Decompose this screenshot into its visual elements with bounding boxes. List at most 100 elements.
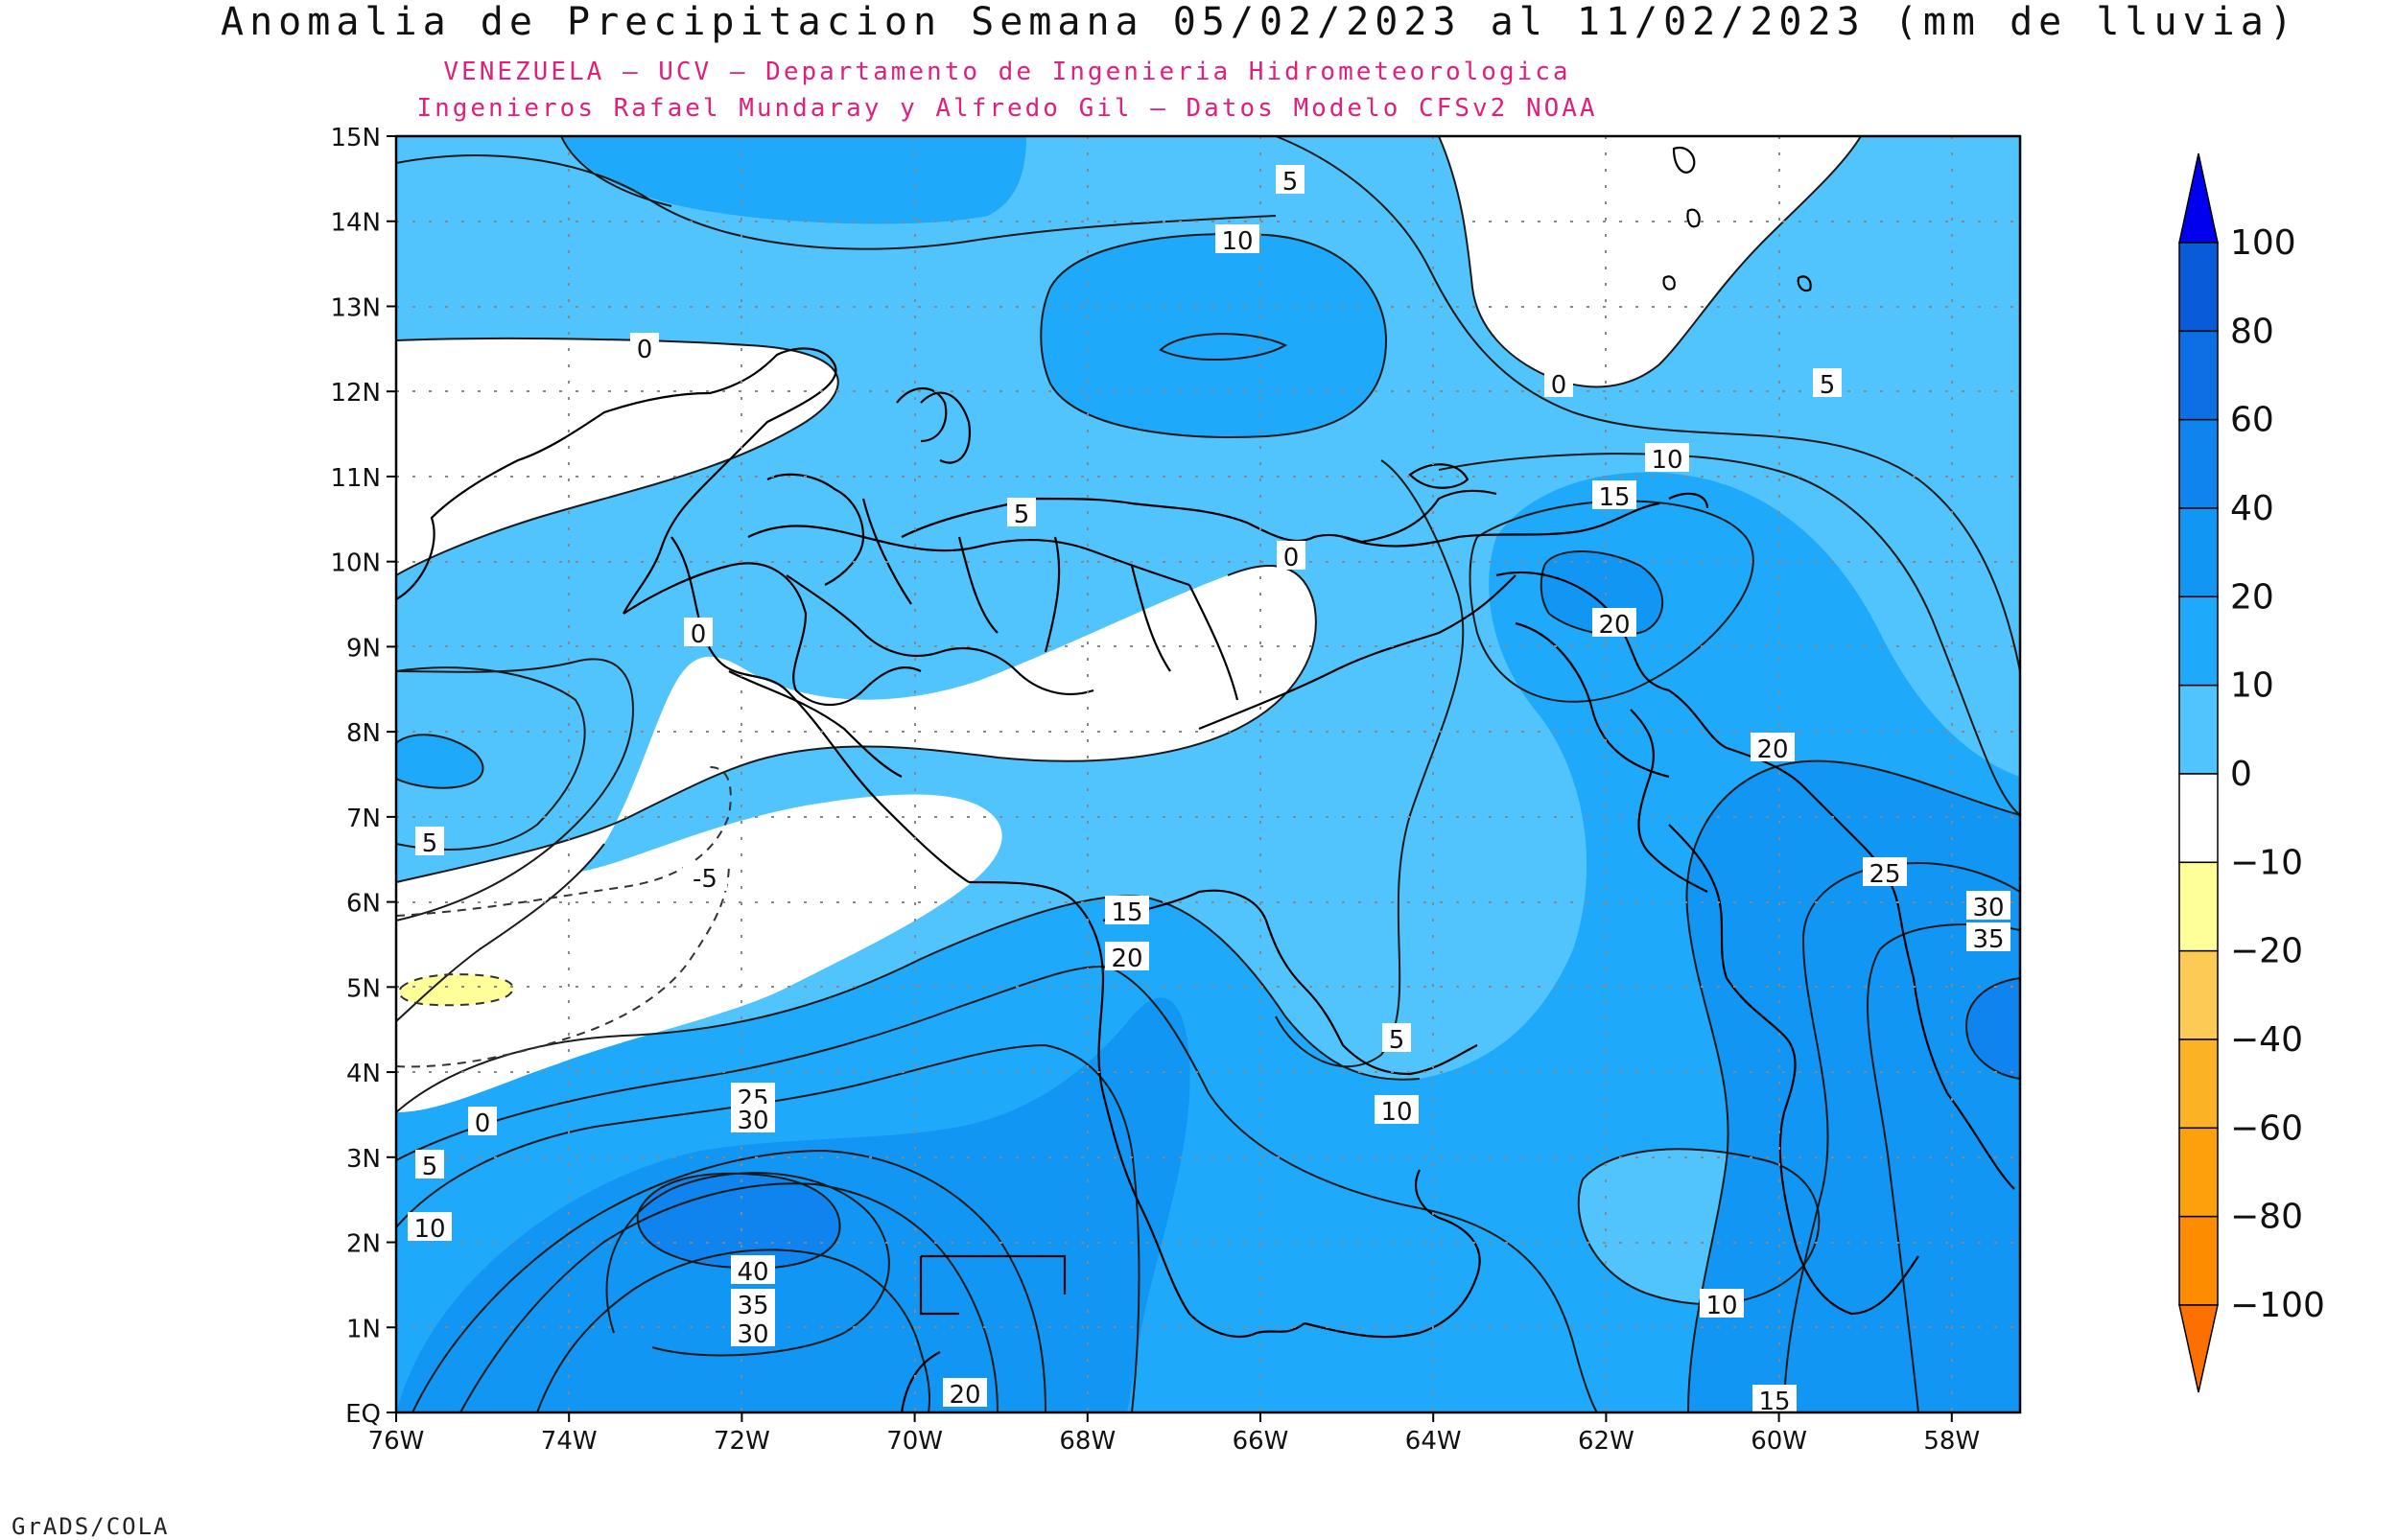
coastline	[766, 473, 865, 586]
field-40-60-east	[1966, 978, 2020, 1079]
contour-label: 35	[1972, 925, 2004, 954]
lat-tick-label: 14N	[330, 209, 381, 238]
contour-label: 20	[1598, 611, 1630, 640]
state-border	[786, 574, 1094, 695]
contour-label: 0	[637, 336, 653, 364]
contour-label: 5	[1014, 501, 1030, 529]
legend-level-label: 80	[2230, 312, 2274, 351]
border	[900, 1351, 941, 1412]
contour-line	[636, 1172, 841, 1270]
legend-arrow-top	[2178, 152, 2219, 244]
contour-label: 5	[1389, 1026, 1405, 1055]
contour-label-bg	[1276, 165, 1305, 194]
contour-label: 25	[1869, 860, 1900, 889]
contour-line	[1540, 550, 1664, 637]
contour-line	[1275, 459, 1465, 1068]
contour-label: 30	[1972, 894, 2004, 922]
lat-tick-label: 12N	[330, 379, 381, 408]
island-coast	[1686, 208, 1701, 228]
border	[1304, 1169, 1481, 1339]
legend-color-box	[2178, 861, 2219, 952]
coastline	[396, 347, 837, 615]
lon-tick-label: 58W	[1923, 1427, 1980, 1456]
legend-level-label: 60	[2230, 401, 2274, 440]
field-10-20-west	[396, 735, 483, 788]
coastline	[1912, 977, 2015, 1190]
contour-label: 20	[949, 1381, 980, 1410]
island-coast	[1672, 146, 1696, 174]
contour-line	[1438, 136, 1862, 388]
state-border	[861, 498, 1061, 653]
field-neg10-0-west	[396, 566, 1316, 1021]
contour-label: 20	[1111, 945, 1142, 973]
lat-tick-label: 15N	[330, 124, 381, 152]
border	[919, 1254, 1067, 1316]
contour-label-bg	[1645, 443, 1689, 472]
contour-line	[411, 1149, 1046, 1412]
legend-color-box	[2178, 507, 2219, 598]
border	[968, 880, 1305, 1338]
coastline	[1342, 502, 1660, 548]
contour-label-bg	[1966, 891, 2010, 920]
contour-line	[396, 154, 1277, 250]
lat-tick-label: 11N	[330, 464, 381, 493]
legend-color-box	[2178, 330, 2219, 421]
contour-label-bg	[1215, 224, 1259, 253]
legend-color-box	[2178, 949, 2219, 1040]
map-subtitle-authors: Ingenieros Rafael Mundaray y Alfredo Gil…	[416, 94, 1598, 123]
contour-label-bg	[1105, 896, 1149, 924]
contour-label: 0	[1283, 544, 1300, 572]
legend-color-box	[2178, 1038, 2219, 1130]
field-neg10-0-lesser-antilles	[1439, 136, 1861, 387]
contour-label-bg	[1277, 541, 1305, 570]
lat-tick-label: 2N	[346, 1230, 381, 1259]
legend-level-label: 20	[2230, 577, 2274, 617]
contour-label-bg	[1592, 608, 1636, 637]
contour-line	[396, 658, 635, 922]
contour-label-bg	[1752, 1385, 1797, 1413]
contour-label: 35	[737, 1292, 768, 1320]
field-10-20-northwest	[561, 136, 1026, 224]
contour-line	[396, 734, 484, 789]
contour-label: -5	[693, 865, 717, 894]
contour-label-bg	[1813, 368, 1842, 397]
field-neg10-0-guajira	[396, 338, 838, 575]
legend-level-label: 10	[2230, 666, 2274, 706]
lat-tick-label: 13N	[330, 293, 381, 322]
contour-label-bg	[415, 1150, 444, 1178]
lon-tick-label: 64W	[1405, 1427, 1462, 1456]
contour-label: 5	[1820, 371, 1836, 400]
state-border	[747, 525, 1190, 587]
contour-label: 10	[1380, 1098, 1412, 1127]
lat-tick-label: 4N	[346, 1060, 381, 1088]
lat-tick-label: 3N	[346, 1145, 381, 1174]
contour-line	[396, 565, 1317, 883]
contour-label-bg	[1700, 1289, 1744, 1318]
lat-tick-label: 5N	[346, 974, 381, 1003]
contour-line-negative	[398, 973, 514, 1007]
coastline	[1515, 621, 1670, 779]
contour-label: 15	[1111, 898, 1142, 927]
legend-color-box	[2178, 242, 2219, 333]
island-coast	[1662, 275, 1676, 291]
contour-label-bg	[731, 1104, 775, 1132]
contour-label: 0	[691, 620, 707, 649]
lon-tick-label: 66W	[1233, 1427, 1289, 1456]
contour-line	[1867, 923, 2020, 1412]
coastline	[623, 562, 922, 707]
lat-tick-label: EQ	[345, 1400, 381, 1429]
lat-tick-label: 10N	[330, 549, 381, 578]
lat-tick-label: 1N	[346, 1315, 381, 1343]
contour-label: 40	[737, 1258, 768, 1287]
state-border	[1130, 565, 1239, 701]
contour-label-bg	[943, 1378, 987, 1407]
legend-level-label: −80	[2230, 1198, 2303, 1237]
contour-line	[605, 1172, 890, 1357]
contour-line	[396, 337, 839, 576]
border	[1668, 824, 1919, 1316]
contour-label-bg	[731, 1255, 775, 1284]
legend-level-label: −20	[2230, 932, 2303, 971]
legend-color-box	[2178, 773, 2219, 864]
contour-label-bg	[1751, 733, 1795, 761]
contour-line	[1964, 977, 2020, 1080]
